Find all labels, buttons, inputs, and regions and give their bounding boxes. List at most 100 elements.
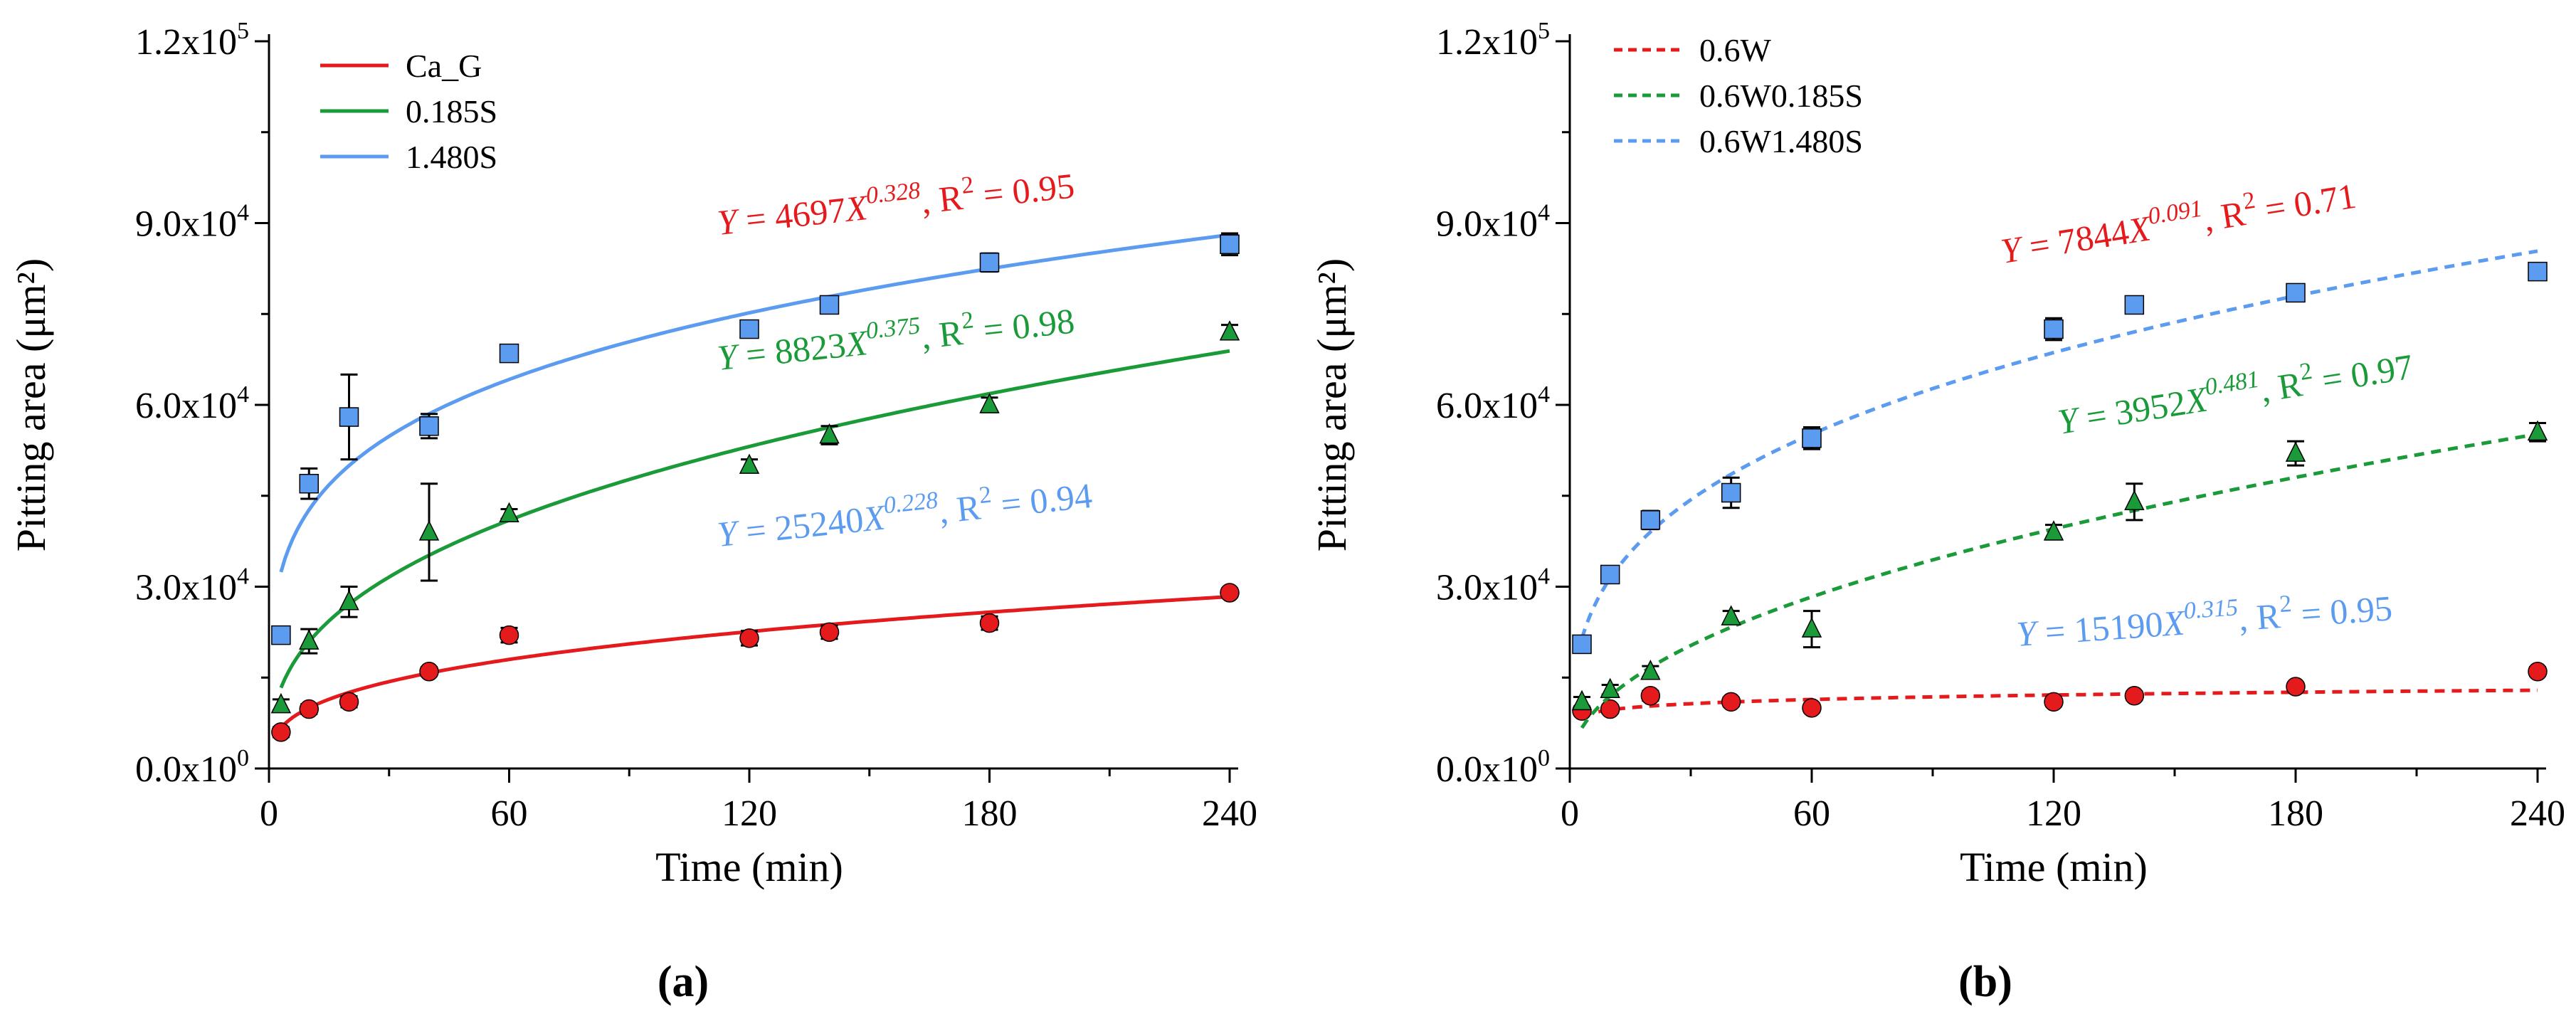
fit-r-label: , R	[937, 487, 983, 531]
series-1.480S: Y = 25240X0.228, R2 = 0.94	[271, 232, 1240, 645]
data-point	[2124, 295, 2145, 315]
data-point	[1721, 692, 1741, 712]
fit-exponent: 0.228	[882, 487, 939, 519]
data-point	[2044, 319, 2064, 339]
data-point	[499, 343, 519, 364]
fit-equation-label: Y = 7844X0.091, R2 = 0.71	[1997, 171, 2359, 271]
data-point	[2043, 520, 2064, 541]
x-tick-label: 120	[722, 793, 777, 834]
series-0.6W: Y = 7844X0.091, R2 = 0.71	[1572, 171, 2548, 721]
y-tick-exponent: 4	[237, 381, 249, 408]
y-tick-exponent: 5	[1538, 18, 1550, 44]
legend-label: 0.6W	[1699, 32, 1772, 68]
series-Ca_G: Y = 4697X0.328, R2 = 0.95	[271, 166, 1240, 742]
data-point	[1600, 677, 1620, 699]
legend-label: 0.6W1.480S	[1699, 123, 1863, 159]
y-tick-mantissa: 6.0x10	[1436, 386, 1538, 426]
data-point	[979, 253, 1000, 273]
y-tick-label: 6.0x104	[135, 381, 249, 426]
y-tick-exponent: 4	[1538, 564, 1550, 590]
legend-label: 0.185S	[406, 93, 497, 130]
data-point	[419, 661, 439, 682]
data-point	[819, 295, 840, 315]
fit-exponent: 0.315	[2182, 594, 2239, 624]
x-tick-label: 0	[1561, 793, 1579, 834]
data-point	[739, 453, 760, 474]
x-tick-label: 240	[2510, 793, 2565, 834]
x-tick-label: 120	[2026, 793, 2081, 834]
data-point	[271, 625, 291, 645]
fit-coefficient: = 7844	[2017, 211, 2131, 268]
data-point	[1721, 482, 1741, 503]
y-tick-label: 3.0x104	[1436, 564, 1550, 608]
data-point	[339, 407, 359, 427]
fit-equation-label: Y = 8823X0.375, R2 = 0.98	[715, 297, 1077, 378]
data-point	[739, 319, 759, 339]
fit-equation-label: Y = 15190X0.315, R2 = 0.95	[2015, 583, 2393, 654]
fit-r-label: , R	[919, 312, 966, 356]
fit-r-label: , R	[919, 177, 966, 221]
x-tick-label: 180	[962, 793, 1018, 834]
fit-equation-label: Y = 25240X0.228, R2 = 0.94	[715, 471, 1094, 554]
y-tick-mantissa: 1.2x10	[135, 22, 237, 63]
fit-exponent: 0.375	[865, 312, 922, 344]
data-point	[299, 629, 320, 650]
data-point	[1640, 510, 1661, 530]
y-tick-exponent: 0	[237, 745, 249, 771]
data-point	[1220, 234, 1240, 255]
legend-label: Ca_G	[406, 48, 482, 84]
fit-r-squared: = 0.95	[2291, 588, 2393, 635]
fit-r-squared: = 0.95	[973, 166, 1077, 216]
y-tick-mantissa: 9.0x10	[135, 204, 237, 245]
y-tick-label: 0.0x100	[1436, 745, 1550, 790]
fit-curve	[1580, 432, 2538, 729]
data-point	[1571, 690, 1593, 711]
y-tick-exponent: 5	[237, 18, 249, 44]
data-point	[2124, 686, 2145, 706]
y-axis-title: Pitting area (μm²)	[8, 258, 54, 552]
data-point	[1640, 660, 1661, 680]
fit-r-squared-exp: 2	[2241, 187, 2257, 215]
series-0.6W0.185S: Y = 3952X0.481, R2 = 0.97	[1571, 342, 2548, 729]
data-point	[2528, 661, 2548, 682]
y-tick-mantissa: 0.0x10	[1436, 749, 1538, 790]
fit-curve	[279, 233, 1230, 573]
y-tick-label: 0.0x100	[135, 745, 249, 790]
data-point	[1802, 698, 1822, 718]
y-axis-title: Pitting area (μm²)	[1309, 258, 1355, 552]
y-tick-exponent: 0	[1538, 745, 1550, 771]
data-point	[2044, 692, 2064, 712]
fit-exponent: 0.481	[2203, 366, 2261, 401]
fit-curve	[1580, 249, 2538, 639]
data-point	[418, 520, 440, 541]
data-point	[299, 473, 319, 494]
data-point	[419, 416, 439, 436]
data-point	[1572, 634, 1592, 655]
y-tick-mantissa: 3.0x10	[135, 568, 237, 608]
y-tick-label: 1.2x105	[1436, 18, 1550, 63]
fit-r-label: , R	[2200, 193, 2248, 239]
fit-r-squared-exp: 2	[2298, 358, 2314, 386]
data-point	[2286, 677, 2306, 697]
fit-coefficient: = 4697	[735, 189, 848, 241]
data-point	[819, 622, 840, 643]
series-0.185S: Y = 8823X0.375, R2 = 0.98	[270, 297, 1240, 714]
y-tick-label: 6.0x104	[1436, 381, 1550, 426]
data-point	[1220, 583, 1240, 603]
fit-r-squared: = 0.71	[2254, 176, 2359, 231]
fit-curve	[280, 595, 1230, 729]
fit-coefficient: = 25240	[735, 500, 865, 552]
y-tick-label: 3.0x104	[135, 564, 249, 608]
data-point	[499, 625, 519, 645]
fit-r-label: , R	[2257, 364, 2305, 410]
y-tick-label: 9.0x104	[135, 200, 249, 245]
fit-equation-label: Y = 3952X0.481, R2 = 0.97	[2054, 342, 2416, 442]
y-tick-exponent: 4	[237, 200, 249, 226]
x-tick-label: 180	[2268, 793, 2323, 834]
panel-a-label: (a)	[658, 958, 709, 1006]
data-point	[2527, 420, 2548, 441]
data-point	[979, 613, 1000, 633]
data-point	[271, 722, 291, 742]
x-axis-title: Time (min)	[1960, 844, 2148, 890]
